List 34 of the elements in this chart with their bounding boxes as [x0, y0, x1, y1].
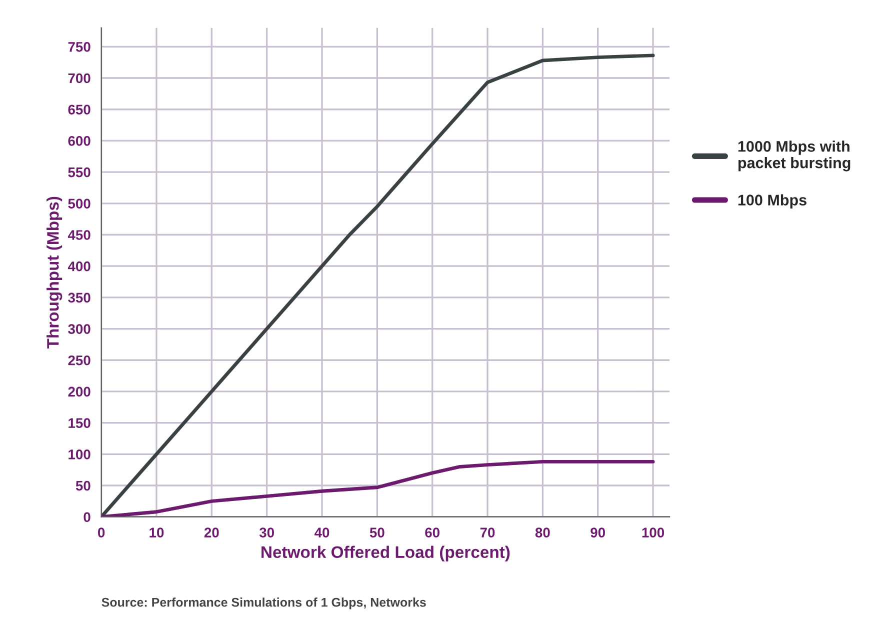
y-tick-label: 200	[68, 386, 90, 397]
x-tick-label: 10	[150, 528, 164, 538]
y-tick-label: 0	[84, 512, 90, 522]
x-tick-label: 0	[98, 528, 105, 538]
y-tick-label: 350	[68, 292, 90, 303]
y-tick-label: 400	[68, 261, 90, 272]
y-tick-label: 750	[68, 42, 90, 52]
x-tick-label: 50	[370, 528, 384, 538]
x-axis-title: Network Offered Load (percent)	[262, 546, 510, 562]
y-tick-label: 550	[68, 167, 90, 178]
x-tick-label: 80	[535, 528, 550, 538]
x-tick-label: 60	[425, 528, 440, 538]
y-tick-label: 50	[76, 480, 90, 491]
x-tick-label: 20	[204, 528, 219, 538]
y-tick-label: 500	[68, 198, 90, 209]
line-series	[101, 54, 655, 517]
y-tick-label: 450	[68, 230, 90, 240]
y-tick-label: 650	[68, 104, 90, 115]
x-tick-label: 90	[590, 528, 605, 538]
y-tick-label: 300	[68, 324, 90, 334]
y-tick-label: 250	[68, 355, 90, 366]
line-series	[101, 460, 655, 517]
y-axis-title: Throughput (Mbps)	[46, 196, 62, 349]
source-note: Source: Performance Simulations of 1 Gbps, Networks	[102, 598, 426, 610]
legend-label: 100 Mbps	[738, 194, 806, 209]
x-tick-label: 70	[480, 528, 495, 538]
y-tick-label: 600	[68, 136, 90, 146]
x-tick-label: 100	[642, 528, 664, 538]
y-tick-label: 150	[68, 418, 90, 428]
y-tick-label: 100	[68, 450, 90, 460]
y-tick-label: 700	[68, 73, 90, 84]
legend-label: 1000 Mbps with packet bursting	[738, 140, 850, 172]
x-tick-label: 30	[259, 528, 274, 538]
x-tick-label: 40	[314, 528, 330, 538]
